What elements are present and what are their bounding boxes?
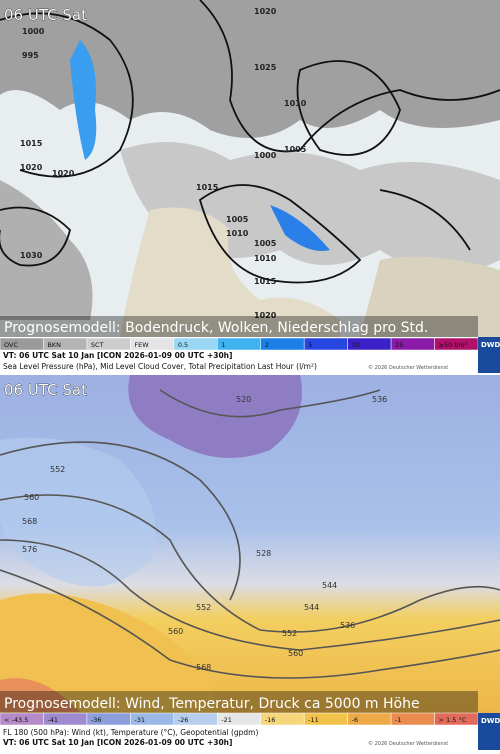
legend-label: FEW bbox=[134, 341, 149, 349]
contour-label: 560 bbox=[24, 493, 39, 502]
contour-label: 560 bbox=[288, 649, 303, 658]
caption-bg bbox=[0, 316, 478, 337]
contour-label: 536 bbox=[372, 395, 387, 404]
legend-label: 25 bbox=[395, 341, 403, 349]
legend-label: -16 bbox=[265, 716, 276, 724]
isobar-label: 1010 bbox=[284, 99, 307, 108]
contour-label: 568 bbox=[196, 663, 211, 672]
contour-label: 520 bbox=[236, 395, 251, 404]
legend-label: -21 bbox=[221, 716, 232, 724]
caption: Prognosemodell: Bodendruck, Wolken, Nied… bbox=[4, 320, 428, 336]
isobar-label: 1010 bbox=[226, 229, 249, 238]
legend-label: > 1.5 °C bbox=[439, 716, 467, 724]
isobar-label: 1005 bbox=[226, 215, 249, 224]
isobar-label: 1020 bbox=[254, 7, 277, 16]
isobar-label: 1020 bbox=[20, 163, 43, 172]
valid-time: 06 UTC Sat bbox=[4, 6, 87, 24]
legend-label: -6 bbox=[352, 716, 358, 724]
isobar-label: 1005 bbox=[254, 239, 277, 248]
legend-label: ≥50 l/m² bbox=[439, 341, 468, 349]
legend-label: -36 bbox=[91, 716, 102, 724]
legend-label: 10 bbox=[352, 341, 360, 349]
description: FL 180 (500 hPa): Wind (kt), Temperature… bbox=[3, 728, 258, 737]
legend-label: -41 bbox=[47, 716, 58, 724]
contour-label: 568 bbox=[22, 517, 37, 526]
upper-air-map: 520 528 536 544 552 560 568 576 552 560 … bbox=[0, 375, 500, 713]
isobar-label: 1015 bbox=[20, 139, 43, 148]
valid-time: 06 UTC Sat bbox=[4, 381, 87, 399]
contour-label: 536 bbox=[340, 621, 355, 630]
legend-label: OVC bbox=[4, 341, 18, 349]
contour-label: 552 bbox=[282, 629, 297, 638]
legend-label: BKN bbox=[47, 341, 61, 349]
legend: OVC BKN SCT FEW 0.5 1 2 5 10 25 ≥50 l/m² bbox=[0, 337, 479, 351]
caption-bg bbox=[0, 691, 478, 713]
isobar-label: 1020 bbox=[52, 169, 75, 178]
isobar-label: 1015 bbox=[196, 183, 219, 192]
copyright: © 2026 Deutscher Wetterdienst bbox=[368, 364, 448, 371]
legend-label: -26 bbox=[178, 716, 189, 724]
legend: < -43.5 -41 -36 -31 -26 -21 -16 -11 -6 -1 > 1.5 °C bbox=[0, 712, 479, 726]
legend-label: 5 bbox=[308, 341, 312, 349]
pressure-map: 1000 995 1015 1020 1020 1030 1015 1005 1… bbox=[0, 0, 500, 337]
valid-line: VT: 06 UTC Sat 10 Jan [ICON 2026-01-09 0… bbox=[3, 738, 232, 747]
logo-bg bbox=[478, 713, 500, 750]
contour-label: 544 bbox=[322, 581, 337, 590]
isobar-label: 1010 bbox=[254, 254, 277, 263]
contour-label: 544 bbox=[304, 603, 319, 612]
legend-label: 1 bbox=[221, 341, 225, 349]
caption: Prognosemodell: Wind, Temperatur, Druck … bbox=[4, 696, 420, 712]
isobar-label: 1015 bbox=[254, 277, 277, 286]
legend-label: SCT bbox=[91, 341, 104, 349]
logo: DWD bbox=[481, 341, 500, 349]
legend-label: -11 bbox=[308, 716, 319, 724]
legend-label: -31 bbox=[134, 716, 145, 724]
isobar-label: 1000 bbox=[254, 151, 277, 160]
isobar-label: 1030 bbox=[20, 251, 43, 260]
contour-label: 560 bbox=[168, 627, 183, 636]
isobar-label: 1000 bbox=[22, 27, 45, 36]
contour-label: 528 bbox=[256, 549, 271, 558]
isobar-label: 1025 bbox=[254, 63, 277, 72]
legend-label: -1 bbox=[395, 716, 401, 724]
contour-label: 576 bbox=[22, 545, 37, 554]
legend-label: 0.5 bbox=[178, 341, 188, 349]
isobar-label: 1005 bbox=[284, 145, 307, 154]
copyright: © 2026 Deutscher Wetterdienst bbox=[368, 740, 448, 747]
legend-label: 2 bbox=[265, 341, 269, 349]
description: Sea Level Pressure (hPa), Mid Level Clou… bbox=[3, 362, 317, 371]
valid-line: VT: 06 UTC Sat 10 Jan [ICON 2026-01-09 0… bbox=[3, 351, 232, 360]
isobar-label: 1020 bbox=[254, 311, 277, 320]
isobar-label: 995 bbox=[22, 51, 39, 60]
contour-label: 552 bbox=[196, 603, 211, 612]
contour-label: 552 bbox=[50, 465, 65, 474]
logo: DWD bbox=[481, 717, 500, 725]
logo-bg bbox=[478, 337, 500, 373]
legend-label: < -43.5 bbox=[4, 716, 28, 724]
